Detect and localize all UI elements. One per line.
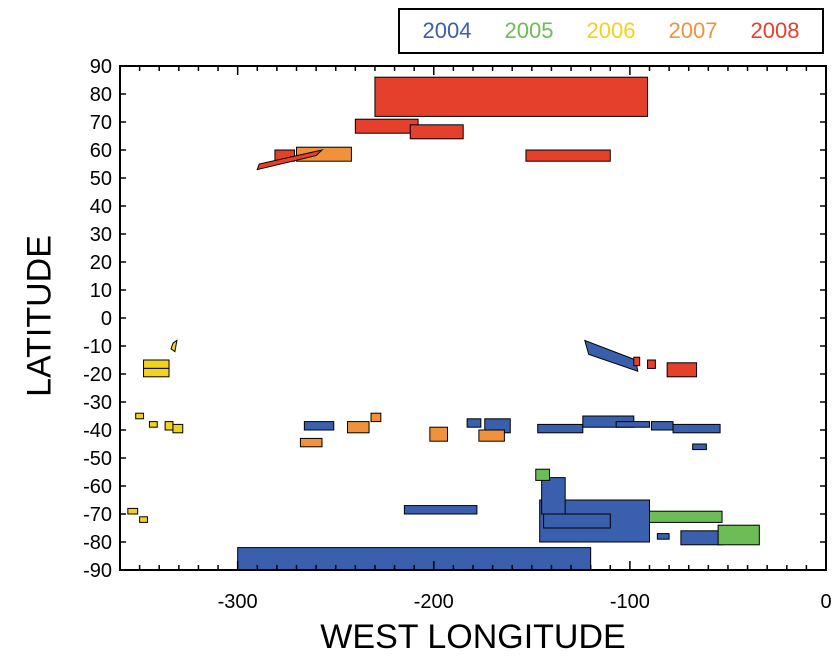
region-2004-7 [466, 418, 482, 428]
region-2008-2 [354, 118, 419, 134]
region-2008-poly-1 [256, 149, 324, 171]
region-2004-16 [680, 530, 723, 546]
region-2004-13 [672, 423, 721, 434]
region-2004-12 [650, 421, 674, 431]
axis-ticks: -300 -200 -100 0 90 80 70 60 50 40 30 20 10 0 -10 -20 -3… [83, 56, 831, 613]
y-tick-label: -40 [83, 420, 112, 442]
y-tick-label: -10 [83, 336, 112, 358]
region-2007-1 [296, 146, 352, 162]
region-2007-5 [429, 426, 449, 442]
region-2004-15 [656, 533, 670, 540]
region-2006-6 [172, 423, 184, 434]
x-tick-label: -100 [610, 591, 650, 613]
region-2006-8 [139, 516, 148, 523]
x-tick-label: 0 [820, 591, 831, 613]
legend-item-2008: 2008 [750, 18, 800, 43]
region-2004-4 [543, 513, 611, 529]
region-2007-4 [370, 412, 382, 423]
region-2004-6 [303, 421, 335, 431]
region-2007-3 [346, 421, 370, 434]
y-tick-label: 50 [90, 168, 112, 190]
region-2008-7 [647, 359, 656, 369]
region-2004-3 [541, 477, 566, 515]
legend-item-2007: 2007 [668, 18, 718, 43]
region-2008-3 [409, 124, 464, 140]
x-tick-label: -300 [218, 591, 258, 613]
region-2005-3 [717, 524, 760, 546]
region-2008-5 [525, 149, 611, 162]
y-tick-label: 40 [90, 196, 112, 218]
region-2006-poly-1 [170, 339, 178, 353]
x-axis-title: WEST LONGITUDE [320, 618, 626, 656]
region-2004-9 [537, 423, 584, 434]
y-tick-label: -60 [83, 476, 112, 498]
region-2006-7 [127, 507, 139, 515]
y-tick-label: 70 [90, 112, 112, 134]
y-tick-label: -20 [83, 364, 112, 386]
region-2008-1 [374, 76, 649, 117]
region-2006-1 [143, 359, 170, 369]
region-2007-2 [299, 437, 323, 448]
region-2006-4 [148, 421, 158, 428]
y-tick-label: -80 [83, 532, 112, 554]
region-2006-3 [135, 412, 145, 420]
legend-item-2006: 2006 [586, 18, 636, 43]
region-2006-5 [164, 421, 174, 431]
y-tick-label: 30 [90, 224, 112, 246]
x-tick-label: -200 [414, 591, 454, 613]
region-2005-1 [535, 468, 550, 481]
y-tick-label: 0 [101, 308, 112, 330]
region-2004-poly-1 [584, 339, 639, 372]
y-tick-label: -70 [83, 504, 112, 526]
region-2004-5 [403, 505, 478, 515]
legend-item-2005: 2005 [504, 18, 554, 43]
region-2005-2 [649, 510, 723, 523]
y-tick-label: -30 [83, 392, 112, 414]
y-axis-title: LATITUDE [20, 235, 59, 397]
legend: 2004 2005 2006 2007 2008 [398, 8, 824, 54]
region-2004-11 [615, 421, 651, 428]
y-tick-label: 10 [90, 280, 112, 302]
y-tick-label: 80 [90, 84, 112, 106]
y-tick-label: -90 [83, 560, 112, 582]
y-tick-label: 90 [90, 56, 112, 78]
legend-item-2004: 2004 [422, 18, 472, 43]
y-tick-label: -50 [83, 448, 112, 470]
region-2004-14 [692, 443, 707, 451]
y-tick-label: 60 [90, 140, 112, 162]
region-2008-8 [666, 362, 698, 378]
region-2008-6 [633, 356, 641, 367]
data-rectangles [127, 76, 760, 571]
y-tick-label: 20 [90, 252, 112, 274]
plot-frame [119, 65, 827, 571]
region-2007-6 [478, 429, 505, 442]
region-2006-2 [143, 367, 170, 378]
